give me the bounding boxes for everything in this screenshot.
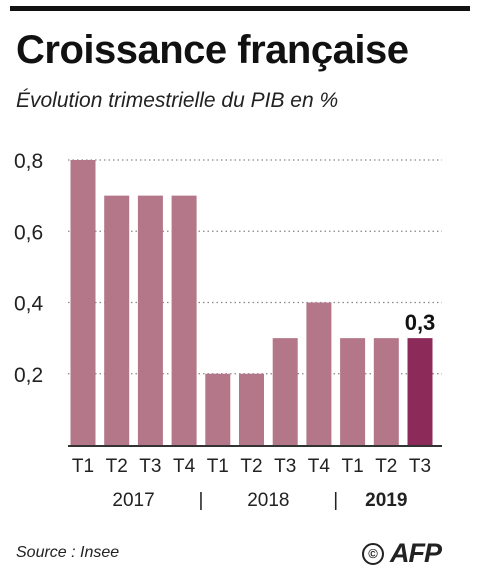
year-separator: | xyxy=(333,490,338,511)
category-label: T3 xyxy=(274,456,296,477)
y-axis-ticks: 0,2 0,4 0,6 0,8 xyxy=(14,150,44,387)
bar xyxy=(104,195,130,445)
category-label: T2 xyxy=(106,456,128,477)
bar xyxy=(373,338,399,445)
year-label: 2019 xyxy=(365,490,407,511)
bar xyxy=(272,338,298,445)
chart-title: Croissance française xyxy=(16,28,409,72)
y-tick-label: 0,8 xyxy=(14,150,43,173)
top-rule xyxy=(10,6,470,11)
bar xyxy=(239,373,264,445)
bars xyxy=(70,160,433,445)
bar xyxy=(70,160,96,445)
category-label: T1 xyxy=(72,456,94,477)
data-label: 0,3 xyxy=(405,310,436,335)
afp-logo: AFP xyxy=(390,538,442,568)
credit: © AFP xyxy=(362,538,442,569)
bar xyxy=(205,373,231,445)
y-tick-label: 0,4 xyxy=(14,293,44,316)
category-label: T2 xyxy=(240,456,262,477)
bar xyxy=(137,195,163,445)
year-label: 2018 xyxy=(247,490,289,511)
category-label: T1 xyxy=(342,456,364,477)
year-label: 2017 xyxy=(112,490,154,511)
category-label: T2 xyxy=(375,456,397,477)
category-label: T3 xyxy=(139,456,161,477)
category-label: T3 xyxy=(409,456,431,477)
y-tick-label: 0,2 xyxy=(14,364,43,387)
copyright-icon: © xyxy=(362,542,384,565)
category-label: T4 xyxy=(173,456,196,477)
bar xyxy=(407,338,433,445)
chart-subtitle: Évolution trimestrielle du PIB en % xyxy=(16,89,339,112)
category-label: T1 xyxy=(207,456,229,477)
bar xyxy=(171,195,197,445)
bar xyxy=(340,338,366,445)
data-labels: 0,3 xyxy=(405,310,436,335)
category-label: T4 xyxy=(308,456,331,477)
year-separator: | xyxy=(198,490,203,511)
bar xyxy=(306,302,332,445)
y-tick-label: 0,6 xyxy=(14,221,43,244)
category-labels: T1 T2 T3 T4 T1 T2 T3 T4 T1 T2 T3 xyxy=(72,456,431,477)
source-note: Source : Insee xyxy=(16,544,120,561)
year-labels: 2017 | 2018 | 2019 xyxy=(112,490,407,511)
